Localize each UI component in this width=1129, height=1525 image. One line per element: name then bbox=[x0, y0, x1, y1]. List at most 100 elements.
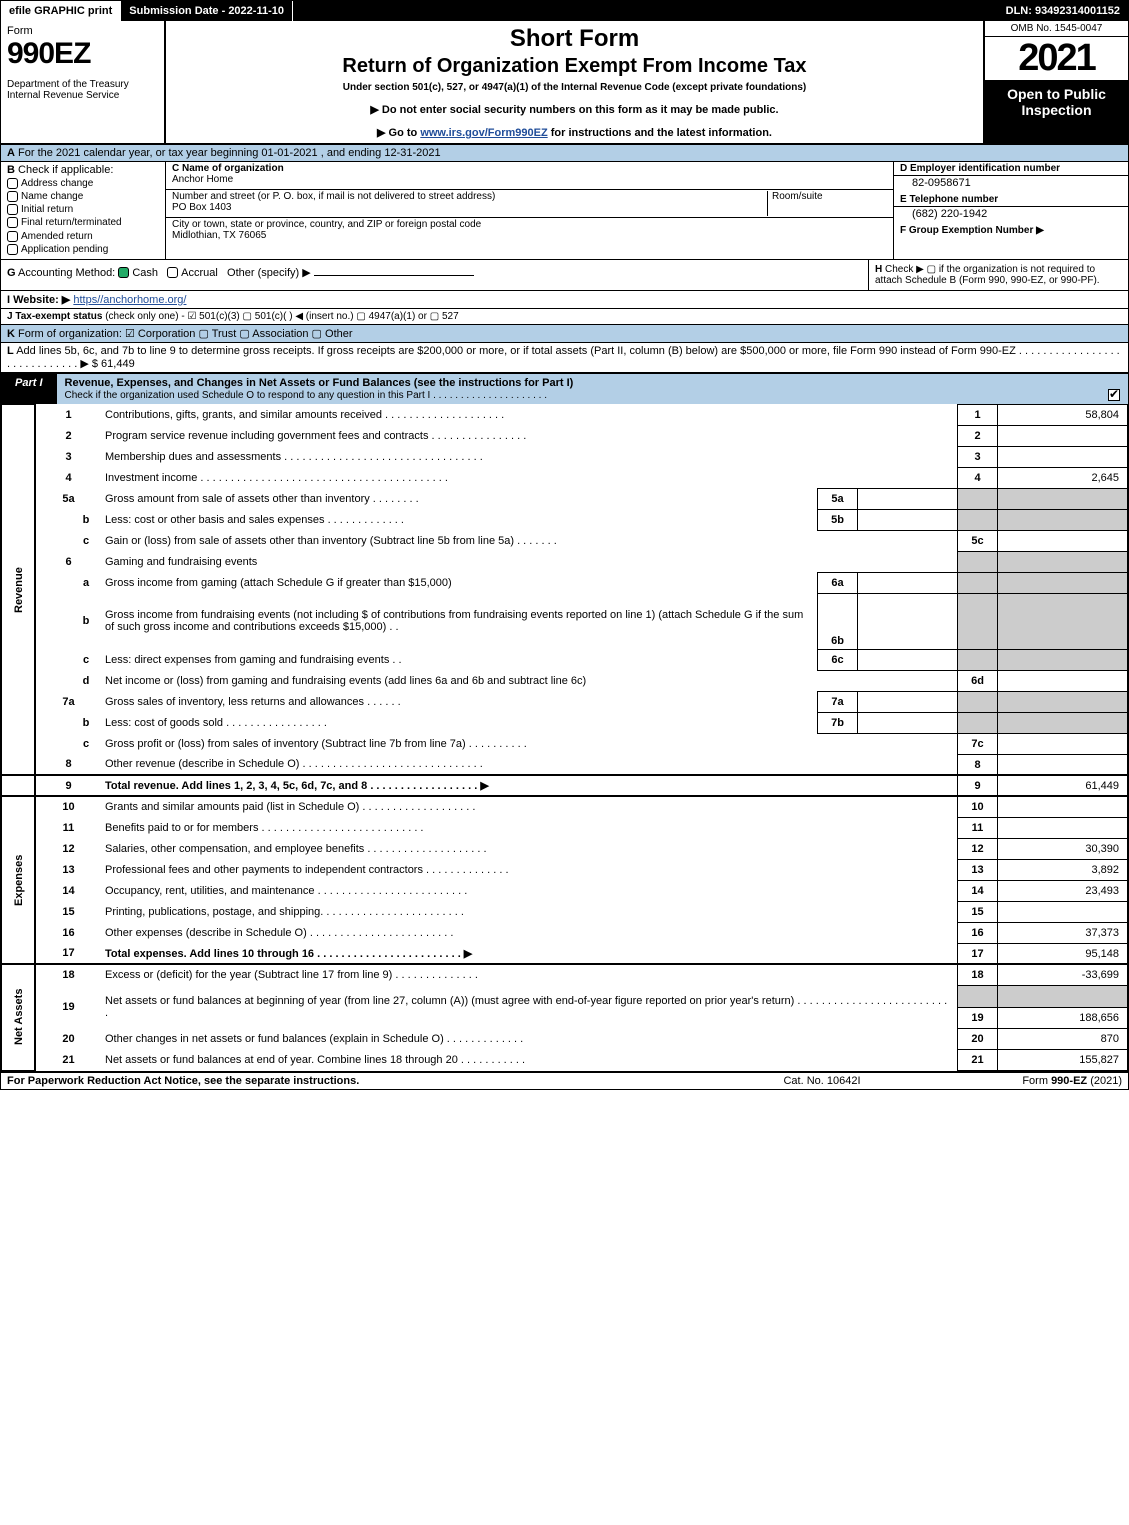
top-bar: efile GRAPHIC print Submission Date - 20… bbox=[1, 1, 1128, 21]
omb-number: OMB No. 1545-0047 bbox=[985, 21, 1128, 37]
checkbox-icon bbox=[7, 231, 18, 242]
part1-tab: Part I bbox=[1, 374, 57, 404]
part1-check-text: Check if the organization used Schedule … bbox=[65, 390, 547, 401]
dir2-post: for instructions and the latest informat… bbox=[548, 127, 772, 139]
c-name-label: C Name of organization bbox=[172, 163, 284, 174]
checkbox-icon bbox=[7, 204, 18, 215]
short-form-title: Short Form bbox=[174, 25, 975, 53]
section-a: A For the 2021 calendar year, or tax yea… bbox=[1, 145, 1128, 162]
l-text: Add lines 5b, 6c, and 7b to line 9 to de… bbox=[7, 345, 1120, 370]
page-footer: For Paperwork Reduction Act Notice, see … bbox=[1, 1071, 1128, 1089]
footer-right: Form 990-EZ (2021) bbox=[922, 1075, 1122, 1087]
checkbox-icon bbox=[7, 217, 18, 228]
dln: DLN: 93492314001152 bbox=[998, 1, 1128, 21]
chk-initial-return[interactable]: Initial return bbox=[7, 204, 159, 215]
d-ein-label: D Employer identification number bbox=[900, 163, 1060, 174]
part1-title: Revenue, Expenses, and Changes in Net As… bbox=[65, 377, 574, 389]
k-label: K bbox=[7, 328, 15, 340]
line-15: 15 Printing, publications, postage, and … bbox=[2, 901, 1128, 922]
l-label: L bbox=[7, 345, 14, 357]
chk-name-change[interactable]: Name change bbox=[7, 191, 159, 202]
line-6a: a Gross income from gaming (attach Sched… bbox=[2, 572, 1128, 593]
b-label: B bbox=[7, 164, 15, 176]
open-to-public: Open to Public Inspection bbox=[985, 80, 1128, 143]
chk-amended-return[interactable]: Amended return bbox=[7, 231, 159, 242]
line-12: 12 Salaries, other compensation, and emp… bbox=[2, 838, 1128, 859]
chk-application-pending[interactable]: Application pending bbox=[7, 244, 159, 255]
h-label: H bbox=[875, 264, 882, 275]
line-7b: b Less: cost of goods sold . . . . . . .… bbox=[2, 712, 1128, 733]
line-7a: 7a Gross sales of inventory, less return… bbox=[2, 691, 1128, 712]
subtitle: Under section 501(c), 527, or 4947(a)(1)… bbox=[174, 82, 975, 93]
header-right: OMB No. 1545-0047 2021 Open to Public In… bbox=[983, 21, 1128, 143]
sidelabel-expenses: Expenses bbox=[2, 796, 36, 964]
directive-1: ▶ Do not enter social security numbers o… bbox=[174, 103, 975, 116]
j-text: (check only one) - ☑ 501(c)(3) ▢ 501(c)(… bbox=[105, 311, 458, 322]
section-k: K Form of organization: ☑ Corporation ▢ … bbox=[1, 324, 1128, 343]
line-6c: c Less: direct expenses from gaming and … bbox=[2, 649, 1128, 670]
e-tel-label: E Telephone number bbox=[900, 194, 998, 205]
header-mid: Short Form Return of Organization Exempt… bbox=[166, 21, 983, 143]
g-other-line[interactable] bbox=[314, 275, 474, 276]
checkbox-accrual[interactable] bbox=[167, 267, 178, 278]
part1-header: Part I Revenue, Expenses, and Changes in… bbox=[1, 374, 1128, 404]
h-text: Check ▶ ▢ if the organization is not req… bbox=[875, 264, 1100, 286]
form-word: Form bbox=[7, 25, 158, 37]
c-addr-label: Number and street (or P. O. box, if mail… bbox=[172, 191, 767, 202]
line-18: Net Assets 18 Excess or (deficit) for th… bbox=[2, 964, 1128, 985]
c-city-value: Midlothian, TX 76065 bbox=[172, 230, 887, 241]
checkbox-icon bbox=[7, 191, 18, 202]
section-def: D Employer identification number 82-0958… bbox=[893, 162, 1128, 259]
line-5a: 5a Gross amount from sale of assets othe… bbox=[2, 488, 1128, 509]
submission-date: Submission Date - 2022-11-10 bbox=[121, 1, 293, 21]
c-addr-value: PO Box 1403 bbox=[172, 202, 767, 213]
row-gh: G Accounting Method: Cash Accrual Other … bbox=[1, 260, 1128, 291]
line-8: 8 Other revenue (describe in Schedule O)… bbox=[2, 754, 1128, 775]
line-17: 17 Total expenses. Add lines 10 through … bbox=[2, 943, 1128, 964]
dept-label: Department of the Treasury Internal Reve… bbox=[7, 79, 158, 101]
dir2-pre: ▶ Go to bbox=[377, 127, 420, 139]
j-label: J Tax-exempt status bbox=[7, 311, 102, 322]
line-21: 21 Net assets or fund balances at end of… bbox=[2, 1049, 1128, 1070]
chk-address-change[interactable]: Address change bbox=[7, 178, 159, 189]
k-text: Form of organization: ☑ Corporation ▢ Tr… bbox=[18, 328, 353, 340]
part1-checkbox-icon[interactable] bbox=[1108, 389, 1120, 401]
line-6d: d Net income or (loss) from gaming and f… bbox=[2, 670, 1128, 691]
c-city-label: City or town, state or province, country… bbox=[172, 219, 887, 230]
line-11: 11 Benefits paid to or for members . . .… bbox=[2, 817, 1128, 838]
footer-left: For Paperwork Reduction Act Notice, see … bbox=[7, 1075, 722, 1087]
part1-table: Revenue 1 Contributions, gifts, grants, … bbox=[1, 404, 1128, 1071]
line-14: 14 Occupancy, rent, utilities, and maint… bbox=[2, 880, 1128, 901]
a-label: A bbox=[7, 147, 15, 159]
d-ein-value: 82-0958671 bbox=[894, 176, 1128, 193]
f-group-label: F Group Exemption Number ▶ bbox=[900, 225, 1044, 236]
return-title: Return of Organization Exempt From Incom… bbox=[174, 55, 975, 78]
line-10: Expenses 10 Grants and similar amounts p… bbox=[2, 796, 1128, 817]
sidelabel-netassets: Net Assets bbox=[2, 964, 36, 1070]
irs-link[interactable]: www.irs.gov/Form990EZ bbox=[420, 127, 547, 139]
e-tel-value: (682) 220-1942 bbox=[894, 207, 1128, 224]
c-room-label: Room/suite bbox=[772, 191, 887, 202]
section-l: L Add lines 5b, 6c, and 7b to line 9 to … bbox=[1, 343, 1128, 374]
line-6: 6 Gaming and fundraising events bbox=[2, 551, 1128, 572]
tax-year: 2021 bbox=[985, 37, 1128, 80]
line-3: 3 Membership dues and assessments . . . … bbox=[2, 446, 1128, 467]
line-7c: c Gross profit or (loss) from sales of i… bbox=[2, 733, 1128, 754]
block-bcdef: B Check if applicable: Address change Na… bbox=[1, 162, 1128, 260]
section-g: G Accounting Method: Cash Accrual Other … bbox=[1, 260, 868, 290]
checkbox-icon bbox=[7, 244, 18, 255]
checkbox-cash-checked[interactable] bbox=[118, 267, 129, 278]
efile-label[interactable]: efile GRAPHIC print bbox=[1, 1, 121, 21]
b-header: Check if applicable: bbox=[18, 164, 113, 176]
section-c: C Name of organization Anchor Home Numbe… bbox=[166, 162, 893, 259]
line-6b: b Gross income from fundraising events (… bbox=[2, 593, 1128, 649]
directive-2: ▶ Go to www.irs.gov/Form990EZ for instru… bbox=[174, 126, 975, 139]
header-left: Form 990EZ Department of the Treasury In… bbox=[1, 21, 166, 143]
website-link[interactable]: https//anchorhome.org/ bbox=[73, 294, 186, 306]
g-label: G bbox=[7, 267, 16, 279]
line-2: 2 Program service revenue including gove… bbox=[2, 425, 1128, 446]
line-5b: b Less: cost or other basis and sales ex… bbox=[2, 509, 1128, 530]
footer-catno: Cat. No. 10642I bbox=[722, 1075, 922, 1087]
sidelabel-revenue: Revenue bbox=[2, 404, 36, 775]
chk-final-return[interactable]: Final return/terminated bbox=[7, 217, 159, 228]
